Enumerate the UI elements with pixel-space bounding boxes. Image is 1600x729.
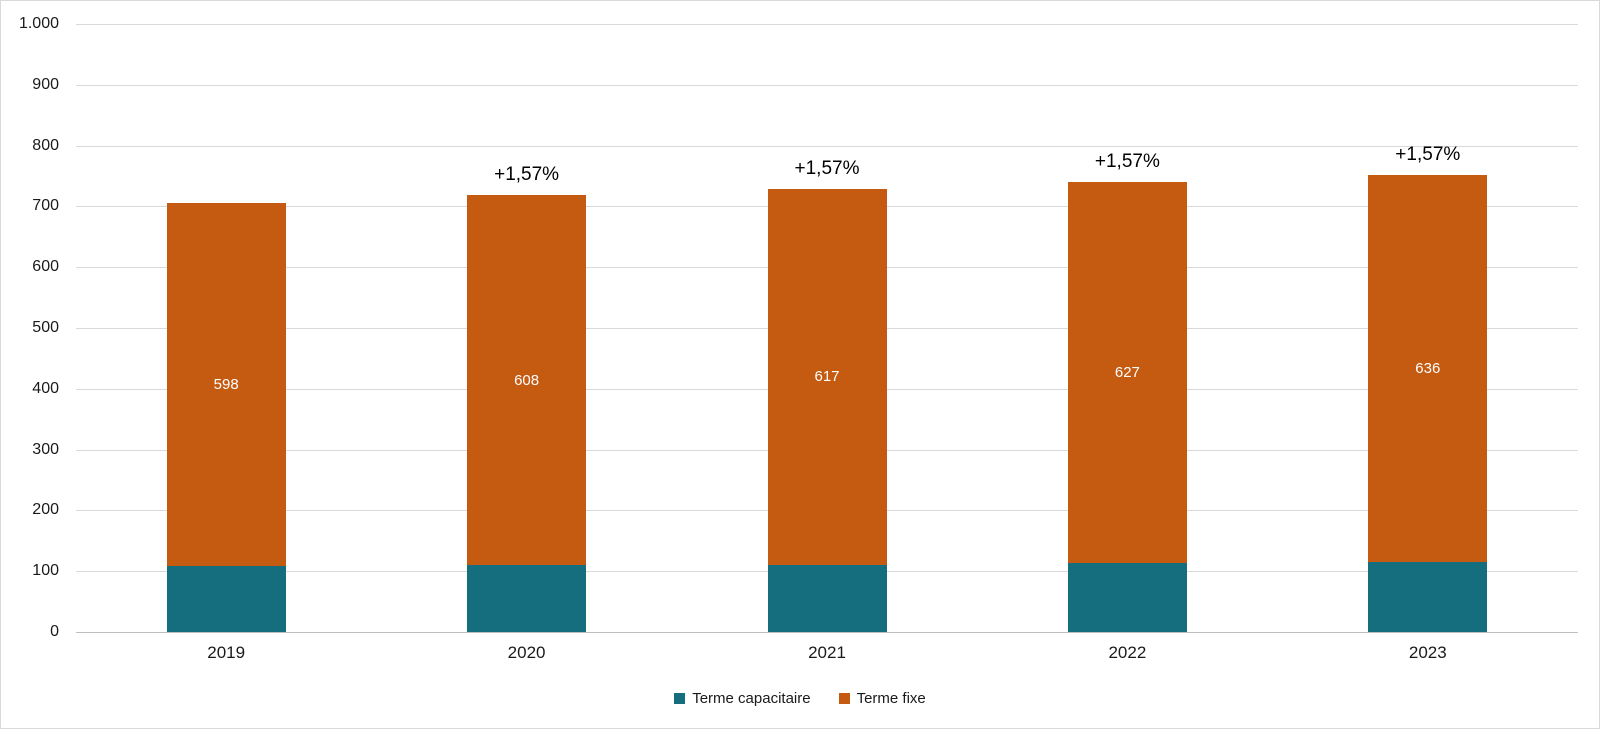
bar-segment-terme-fixe: 627	[1067, 182, 1187, 564]
gridline	[76, 145, 1578, 147]
y-tick-label: 600	[32, 258, 59, 276]
bar-segment-terme-capacitaire	[767, 564, 887, 632]
y-tick-label: 400	[32, 379, 59, 397]
y-tick-label: 500	[32, 319, 59, 336]
bar-group-2022: 627 +1,57% 2022	[1067, 24, 1187, 662]
y-tick-label: 800	[32, 136, 59, 154]
x-tick-label: 2020	[507, 643, 546, 662]
growth-annotation: +1,57%	[494, 164, 560, 186]
x-axis-line	[76, 632, 1578, 633]
x-tick-label: 2021	[808, 643, 846, 662]
x-tick-label: 2019	[207, 643, 246, 662]
gridline	[76, 24, 1578, 25]
bar-group-2019: 598 2019	[166, 24, 286, 662]
bar-segment-terme-capacitaire	[166, 566, 286, 632]
data-label: 598	[213, 376, 239, 394]
legend-label: Terme fixe	[856, 689, 926, 707]
data-label: 627	[1114, 364, 1140, 382]
x-tick-label: 2022	[1108, 643, 1147, 662]
data-label: 617	[814, 368, 840, 386]
bar-group-2023: 636 +1,57% 2023	[1368, 24, 1488, 662]
growth-annotation: +1,57%	[1395, 144, 1461, 166]
y-tick-label: 200	[32, 501, 59, 519]
gridline	[76, 84, 1578, 86]
bar-segment-terme-fixe: 617	[767, 189, 887, 565]
y-tick-label: 900	[32, 75, 59, 93]
growth-annotation: +1,57%	[794, 158, 860, 180]
data-label: 608	[514, 371, 540, 389]
legend-label: Terme capacitaire	[692, 689, 811, 707]
bar-segment-terme-fixe: 636	[1368, 175, 1488, 563]
y-tick-label: 0	[50, 623, 59, 640]
bar-segment-terme-fixe: 598	[166, 202, 286, 567]
bar-group-2020: 608 +1,57% 2020	[467, 24, 587, 662]
legend: Terme capacitaire Terme fixe	[1, 686, 1599, 710]
bar-segment-terme-capacitaire	[467, 565, 587, 632]
y-tick-label: 100	[32, 562, 59, 580]
bar-segment-terme-capacitaire	[1067, 563, 1187, 632]
bars: 598 2019 608 +1,57% 2020 617 +1,57% 2021 627 +1,5…	[76, 24, 1578, 662]
legend-item: Terme fixe	[838, 689, 926, 707]
growth-annotation: +1,57%	[1094, 151, 1160, 173]
legend-marker	[674, 692, 686, 704]
y-tick-label: 700	[32, 197, 59, 215]
x-tick-label: 2023	[1408, 643, 1447, 662]
plot-area: 598 2019 608 +1,57% 2020 617 +1,57% 2021 627 +1,5…	[76, 24, 1578, 662]
legend-marker	[838, 692, 850, 704]
bar-segment-terme-capacitaire	[1368, 562, 1488, 632]
data-label: 636	[1415, 360, 1441, 378]
legend-item: Terme capacitaire	[674, 689, 811, 707]
y-tick-label: 1.000	[18, 15, 59, 32]
y-tick-label: 300	[32, 440, 59, 458]
bar-segment-terme-fixe: 608	[467, 195, 587, 566]
bar-group-2021: 617 +1,57% 2021	[767, 24, 887, 662]
